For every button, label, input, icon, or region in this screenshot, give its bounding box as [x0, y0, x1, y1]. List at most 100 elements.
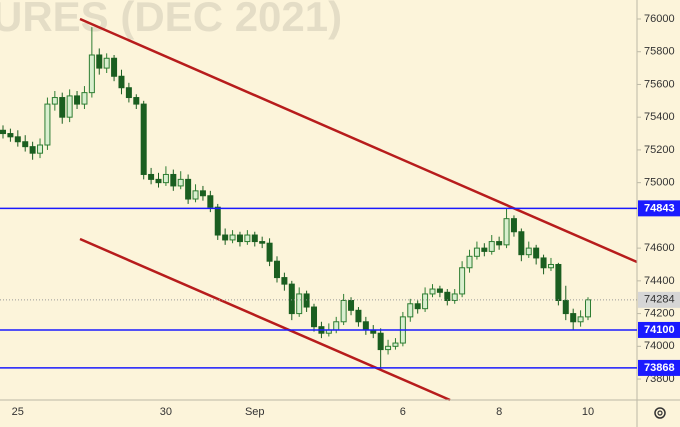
price-label-bg	[638, 321, 680, 338]
x-tick-label: 10	[582, 406, 594, 418]
candle-body	[340, 299, 347, 323]
candle-body	[333, 321, 340, 331]
candle-body	[96, 54, 103, 69]
candle-body	[214, 206, 221, 236]
x-tick-label: 8	[496, 406, 502, 418]
watermark-title: URES (DEC 2021)	[0, 0, 342, 40]
y-tick-label: 74600	[644, 242, 675, 254]
candle-body	[392, 342, 399, 347]
candle-body	[355, 309, 362, 323]
y-tick-label: 75000	[644, 177, 675, 189]
candle-body	[311, 306, 318, 328]
candle-body	[555, 263, 562, 301]
candle-body	[207, 195, 214, 208]
x-tick-label: 30	[160, 406, 172, 418]
y-tick-label: 75400	[644, 111, 675, 123]
candle-body	[37, 144, 44, 154]
candle-body	[288, 283, 295, 315]
candle-body	[577, 316, 584, 323]
candle-body	[414, 303, 421, 310]
price-label: 74100	[644, 324, 675, 336]
candle-body	[66, 95, 73, 118]
candle-body	[44, 103, 51, 146]
price-label-bg	[638, 200, 680, 217]
y-tick-label: 75600	[644, 78, 675, 90]
x-tick-label: Sep	[245, 406, 265, 418]
candle-body	[547, 263, 554, 269]
candle-body	[177, 178, 184, 187]
price-label: 74843	[644, 202, 675, 214]
candle-body	[170, 173, 177, 187]
trend-line	[79, 17, 638, 264]
y-tick-label: 74200	[644, 307, 675, 319]
candle-body	[533, 247, 540, 259]
last-price-label: 74284	[644, 294, 675, 306]
candle-body	[444, 291, 451, 301]
candle-body	[585, 299, 591, 318]
candle-body	[118, 75, 125, 89]
candle-body	[273, 260, 280, 279]
candle-body	[251, 234, 258, 243]
candle-body	[510, 218, 517, 233]
candle-body	[103, 57, 110, 69]
candle-body	[385, 345, 392, 351]
candle-body	[7, 133, 14, 138]
candle-body	[59, 97, 66, 118]
candle-body	[244, 234, 251, 243]
candle-body	[185, 178, 192, 200]
settings-icon[interactable]	[654, 407, 666, 419]
candle-body	[540, 257, 547, 269]
candle-body	[266, 242, 273, 262]
candle-body	[296, 293, 303, 315]
candle-body	[281, 277, 288, 285]
candle-body	[436, 288, 443, 293]
y-tick-label: 75200	[644, 144, 675, 156]
candle-body	[459, 267, 466, 295]
candle-body	[496, 241, 503, 246]
gear	[654, 407, 666, 419]
candle-body	[133, 97, 140, 105]
candle-body	[518, 231, 525, 256]
candle-body	[429, 288, 436, 295]
candle-body	[466, 255, 473, 269]
candle-body	[236, 234, 243, 243]
price-label: 73868	[644, 362, 675, 374]
candle-body	[525, 247, 532, 256]
candle-body	[229, 234, 236, 241]
candle-body	[22, 141, 29, 148]
last-price-label-bg	[638, 291, 680, 308]
candle-body	[29, 146, 36, 154]
y-tick-label: 74400	[644, 275, 675, 287]
candle-body	[125, 87, 132, 99]
candle-body	[148, 173, 155, 180]
candle-body	[88, 54, 95, 94]
candle-body	[140, 103, 147, 175]
candle-body	[14, 136, 21, 143]
x-tick-label: 6	[400, 406, 406, 418]
candle-body	[162, 173, 169, 184]
price-label-bg	[638, 359, 680, 376]
candle-body	[362, 321, 369, 331]
y-tick-label: 76000	[644, 13, 675, 25]
candle-body	[377, 332, 384, 351]
candle-body	[303, 293, 310, 308]
gear-hub	[657, 410, 663, 416]
candle-body	[348, 299, 355, 311]
candle-body	[74, 95, 81, 105]
candle-body	[503, 218, 510, 246]
candle-body	[111, 57, 118, 77]
candle-body	[155, 178, 162, 184]
candle-body	[0, 129, 6, 135]
candle-body	[192, 190, 199, 200]
candle-body	[451, 293, 458, 301]
candle-body	[81, 92, 88, 105]
candle-body	[199, 190, 206, 197]
candle-body	[473, 247, 480, 257]
candle-body	[562, 299, 569, 315]
candle-body	[51, 97, 58, 105]
candle-body	[481, 247, 488, 252]
candle-body	[570, 313, 577, 323]
candle-body	[259, 241, 266, 244]
trend-line	[79, 237, 451, 402]
